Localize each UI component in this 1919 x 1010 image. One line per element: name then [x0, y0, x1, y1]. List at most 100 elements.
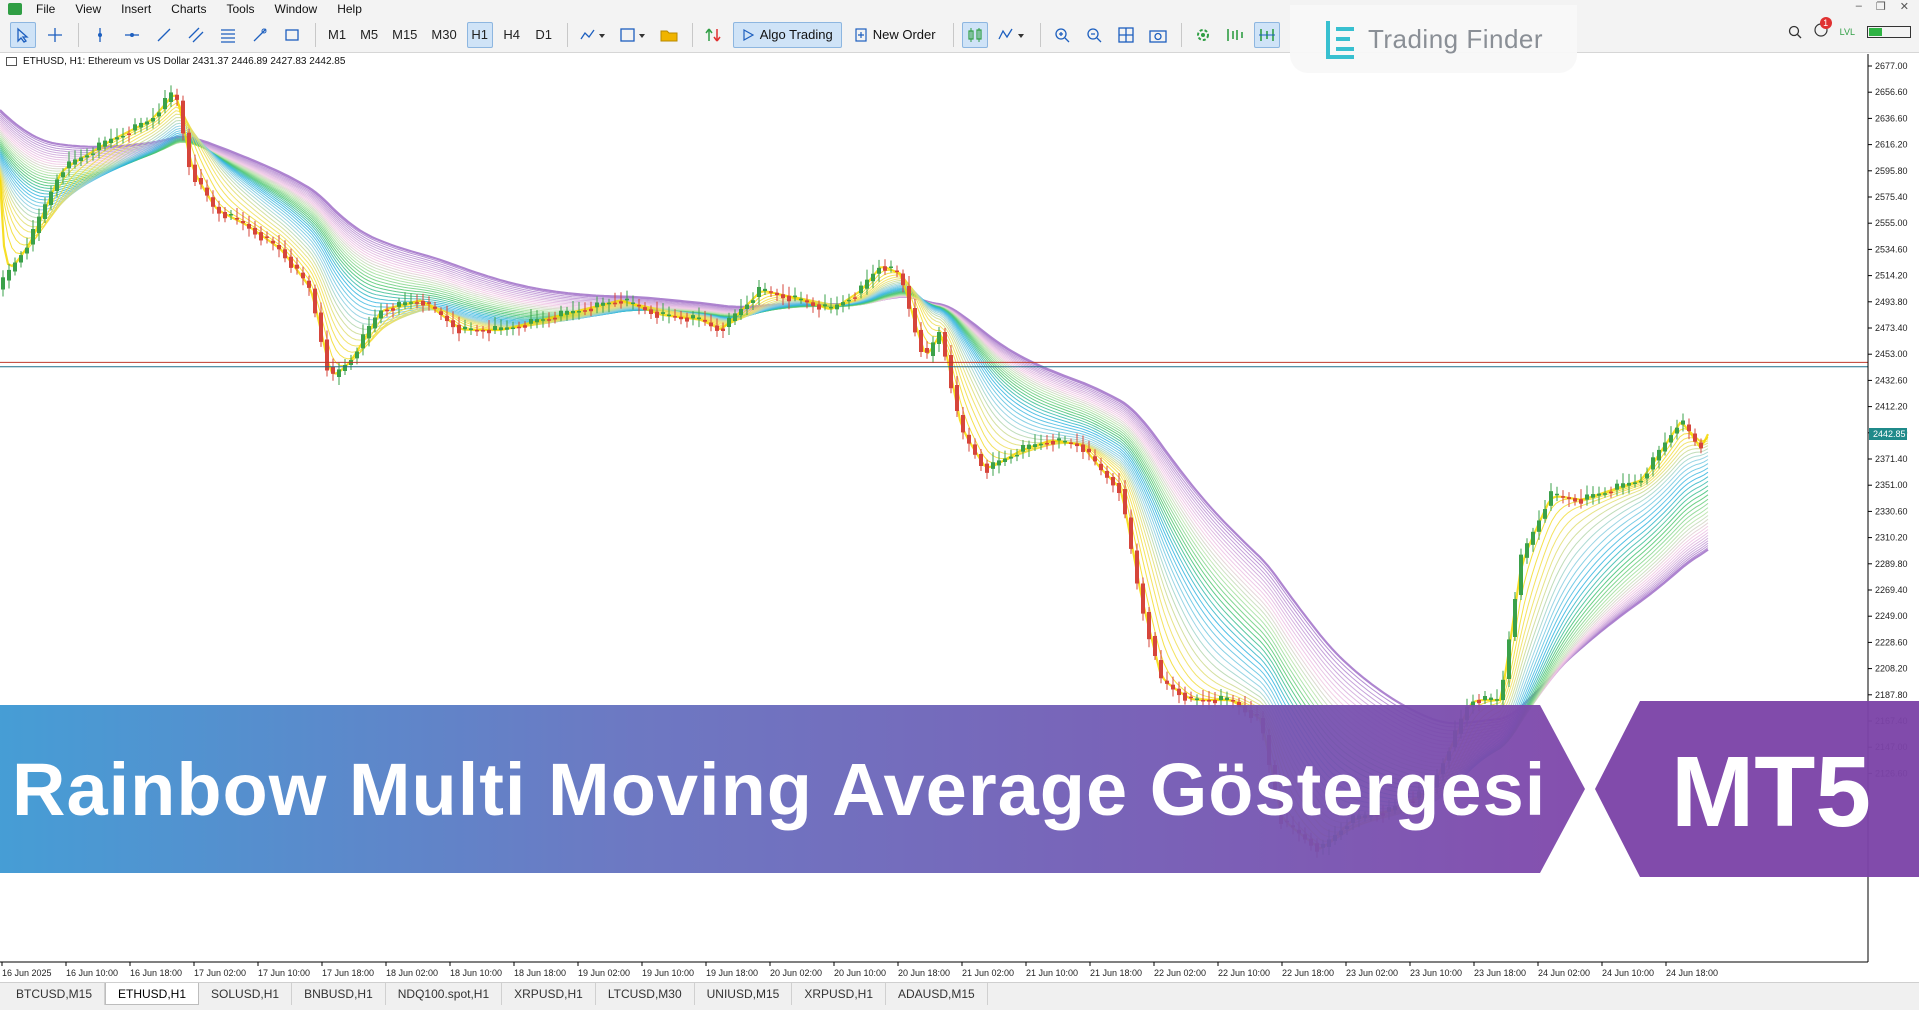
bearish-candle	[853, 297, 857, 299]
symbol-tab[interactable]: LTCUSD,M30	[596, 983, 695, 1005]
bearish-candle	[475, 330, 479, 332]
symbol-tab[interactable]: UNIUSD,M15	[695, 983, 793, 1005]
symbol-tab[interactable]: XRPUSD,H1	[792, 983, 886, 1005]
timeframe-m15[interactable]: M15	[392, 27, 418, 42]
symbol-tab[interactable]: ETHUSD,H1	[105, 983, 200, 1005]
screenshot-button[interactable]	[1145, 22, 1171, 48]
menu-view[interactable]: View	[75, 1, 102, 16]
bid-price-label: 2442.85	[1873, 429, 1906, 439]
price-tick-label: 2228.60	[1875, 637, 1908, 647]
trendline-button[interactable]	[151, 22, 177, 48]
platform-badge: MT5	[1595, 701, 1919, 877]
bullish-candle	[133, 124, 137, 131]
bullish-candle	[31, 229, 35, 245]
bearish-candle	[391, 308, 395, 311]
trade-panel-button[interactable]	[1253, 21, 1280, 48]
menu-insert[interactable]: Insert	[121, 1, 152, 16]
cursor-tool-button[interactable]	[10, 21, 36, 48]
indicators-button[interactable]	[576, 22, 610, 48]
bearish-candle	[277, 245, 281, 250]
symbol-tab[interactable]: BTCUSD,M15	[4, 983, 106, 1005]
price-tick-label: 2310.20	[1875, 533, 1908, 543]
bullish-candle	[1615, 483, 1619, 490]
new-order-label: New Order	[872, 27, 936, 42]
bullish-candle	[1675, 427, 1679, 434]
bullish-candle	[823, 304, 827, 307]
bullish-candle	[841, 302, 845, 306]
one-click-trading-button[interactable]	[701, 22, 727, 48]
menu-window[interactable]: Window	[274, 1, 318, 16]
candlestick-chart-button[interactable]	[961, 21, 988, 48]
depth-of-market-button[interactable]	[1222, 22, 1248, 48]
bearish-candle	[1135, 550, 1139, 584]
price-tick-label: 2473.40	[1875, 323, 1908, 333]
timeframe-h4[interactable]: H4	[503, 27, 521, 42]
menu-tools[interactable]: Tools	[226, 1, 255, 16]
tile-windows-button[interactable]	[1113, 22, 1139, 48]
bullish-candle	[469, 328, 473, 330]
close-icon[interactable]: ✕	[1899, 1, 1909, 13]
zoom-in-button[interactable]	[1049, 22, 1075, 48]
notifications-button[interactable]: 1	[1814, 17, 1832, 40]
bearish-candle	[517, 326, 521, 329]
horizontal-line-button[interactable]	[119, 22, 145, 48]
bearish-candle	[1111, 477, 1115, 486]
bullish-candle	[559, 310, 563, 317]
price-tick-label: 2514.20	[1875, 271, 1908, 281]
symbol-tab[interactable]: BNBUSD,H1	[292, 983, 386, 1005]
bullish-candle	[565, 310, 569, 315]
channel-button[interactable]	[183, 22, 209, 48]
bullish-candle	[1003, 458, 1007, 462]
settings-button[interactable]	[1190, 22, 1216, 48]
symbol-tab[interactable]: XRPUSD,H1	[502, 983, 596, 1005]
timeframe-d1[interactable]: D1	[535, 27, 553, 42]
templates-button[interactable]	[616, 22, 650, 48]
profiles-button[interactable]	[656, 22, 682, 48]
timeframe-h1[interactable]: H1	[466, 21, 493, 48]
algo-trading-button[interactable]: Algo Trading	[732, 21, 842, 48]
bearish-candle	[1573, 498, 1577, 502]
timeframe-m5[interactable]: M5	[360, 27, 379, 42]
crosshair-tool-button[interactable]	[42, 22, 68, 48]
vertical-line-button[interactable]	[87, 22, 113, 48]
bearish-candle	[319, 312, 323, 342]
bearish-candle	[1129, 517, 1133, 549]
chart-type-menu-button[interactable]	[994, 22, 1030, 48]
price-tick-label: 2351.00	[1875, 480, 1908, 490]
bullish-candle	[1483, 696, 1487, 700]
bearish-candle	[487, 330, 491, 334]
price-tick-label: 2636.60	[1875, 113, 1908, 123]
symbol-tab[interactable]: ADAUSD,M15	[886, 983, 988, 1005]
bullish-candle	[505, 327, 509, 330]
menu-file[interactable]: File	[36, 1, 56, 16]
toolbar-separator	[315, 22, 316, 47]
bullish-candle	[109, 138, 113, 143]
time-tick-label: 21 Jun 02:00	[962, 968, 1014, 978]
menu-charts[interactable]: Charts	[171, 1, 207, 16]
search-icon[interactable]	[1788, 25, 1802, 39]
bearish-candle	[1477, 700, 1481, 704]
line-chart-icon	[997, 28, 1024, 39]
gear-icon	[1196, 28, 1209, 41]
minimize-icon[interactable]: –	[1855, 0, 1862, 12]
bearish-candle	[979, 454, 983, 466]
menu-help[interactable]: Help	[337, 1, 362, 16]
bearish-candle	[1153, 636, 1157, 656]
zoom-out-button[interactable]	[1081, 22, 1107, 48]
restore-icon[interactable]: ❐	[1875, 1, 1886, 13]
symbol-tab[interactable]: SOLUSD,H1	[199, 983, 293, 1005]
fibonacci-button[interactable]	[215, 22, 241, 48]
rectangle-button[interactable]	[279, 22, 305, 48]
time-tick-label: 16 Jun 2025	[2, 968, 52, 978]
shapes-button[interactable]	[247, 22, 273, 48]
symbol-tab[interactable]: NDQ100.spot,H1	[386, 983, 503, 1005]
new-order-button[interactable]: New Order	[848, 22, 943, 48]
bearish-candle	[289, 256, 293, 268]
timeframe-m30[interactable]: M30	[431, 27, 457, 42]
timeframe-m1[interactable]: M1	[328, 27, 347, 42]
bearish-candle	[1045, 443, 1049, 445]
bullish-candle	[661, 312, 665, 314]
bearish-candle	[1075, 443, 1079, 447]
bullish-candle	[511, 327, 515, 330]
app-logo-icon	[8, 2, 22, 15]
